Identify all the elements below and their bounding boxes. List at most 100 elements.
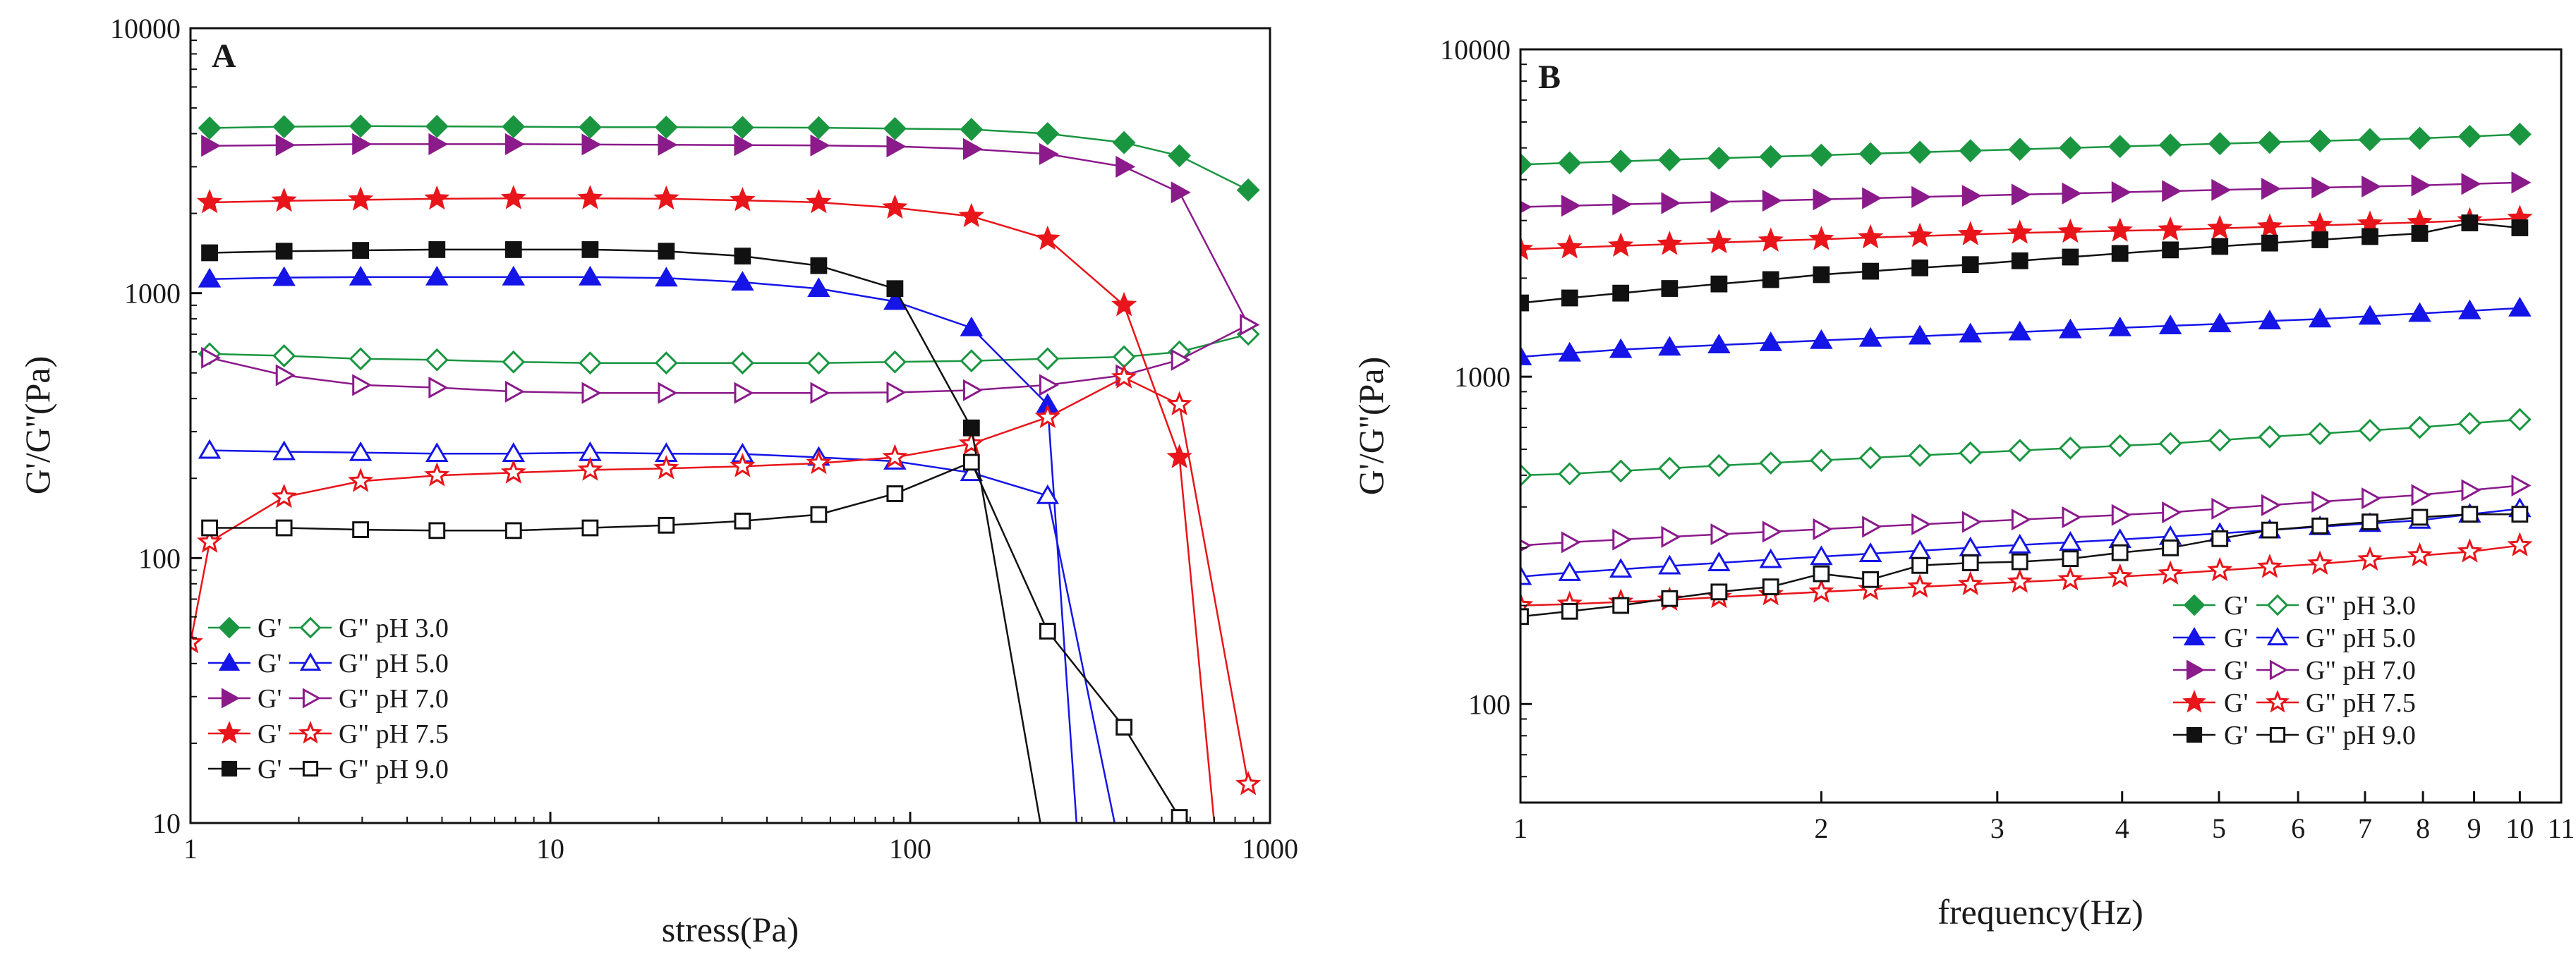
panel-a-point <box>201 135 222 157</box>
panel-b-point <box>1558 151 1582 175</box>
panel-b-legend-marker <box>2269 659 2289 681</box>
panel-b-point <box>2261 178 2281 200</box>
panel-b-point <box>1957 221 1983 245</box>
panel-b-point <box>2357 546 2383 571</box>
panel-b-legend-marker <box>2186 726 2203 743</box>
panel-a-point <box>960 349 984 373</box>
panel-b-xtick-label: 9 <box>2467 812 2481 844</box>
panel-a-point <box>730 187 756 212</box>
panel-b-point <box>1759 451 1783 475</box>
panel-a-point <box>654 115 678 139</box>
panel-a-point <box>1039 623 1056 640</box>
panel-a-point <box>198 439 222 459</box>
panel-b-point <box>2158 133 2182 157</box>
panel-b-point <box>2457 411 2481 435</box>
panel-b-point <box>1657 231 1683 255</box>
panel-b-point <box>2358 128 2382 152</box>
panel-b-xtick-label: 8 <box>2416 812 2430 844</box>
panel-a-point <box>653 455 679 480</box>
panel-b-xtick-label: 6 <box>2291 812 2305 844</box>
panel-b-point <box>2461 479 2481 501</box>
panel-a-point <box>958 430 984 455</box>
panel-a-point <box>275 519 293 537</box>
panel-b-point <box>1858 446 1882 470</box>
panel-b-point <box>2258 310 2282 330</box>
panel-a-ytick-label: 1000 <box>124 278 181 310</box>
panel-b-point <box>2511 171 2532 194</box>
panel-a-point <box>349 265 373 286</box>
panel-b-legend-marker <box>2183 627 2206 646</box>
panel-b-point <box>1961 256 1979 274</box>
panel-b-point <box>2258 130 2282 154</box>
panel-a-series-line-4 <box>210 143 1250 325</box>
panel-b-point <box>2408 415 2431 439</box>
panel-a-legend-marker <box>221 760 238 777</box>
panel-b-legend-gp-label: G' <box>2224 623 2248 653</box>
panel-b-legend-gpp-label: G" pH 5.0 <box>2306 623 2416 653</box>
panel-a-point <box>730 116 754 140</box>
panel-a-point <box>962 419 980 437</box>
panel-b-point <box>1961 185 1982 207</box>
panel-b-xtick-label: 5 <box>2212 812 2226 844</box>
panel-b-legend-marker <box>2266 690 2290 713</box>
panel-a-point <box>1166 444 1192 468</box>
panel-a-point <box>500 185 526 209</box>
panel-b-legend: G' G" pH 3.0 G' G" pH 5.0 G' G" pH 7.0 G' G" pH… <box>2173 591 2416 750</box>
panel-a-legend: G' G" pH 3.0 G' G" pH 5.0 G' G" pH 7.0 G' G" pH… <box>208 614 449 784</box>
panel-a-point <box>502 265 526 286</box>
panel-a-point <box>500 459 526 484</box>
panel-a-xtick-label: 1 <box>183 833 198 865</box>
panel-b-legend-gp-label: G' <box>2224 688 2248 718</box>
panel-b-point <box>2311 176 2332 199</box>
panel-b-point <box>2011 508 2031 531</box>
panel-b-xtick-label: 2 <box>1814 812 1828 844</box>
panel-b-point <box>2111 504 2131 526</box>
panel-a-legend-gp-label: G' <box>258 719 282 749</box>
panel-a-legend-gp-label: G' <box>258 649 282 678</box>
panel-b-point <box>2308 422 2332 446</box>
panel-a-point <box>201 244 218 262</box>
panel-a-point <box>198 116 222 140</box>
panel-a-point <box>958 202 985 228</box>
panel-a-point <box>502 350 526 374</box>
panel-b-point <box>1758 227 1784 252</box>
panel-b-point <box>1908 140 1932 164</box>
panel-b-point <box>2162 180 2182 202</box>
panel-b-point <box>2011 252 2028 269</box>
panel-b-point <box>2461 506 2479 523</box>
panel-b-point <box>2511 474 2532 497</box>
panel-b-point <box>2362 513 2378 530</box>
panel-a-legend-marker <box>217 721 241 744</box>
panel-b-point <box>1911 513 1932 536</box>
panel-a-point <box>1171 181 1191 204</box>
panel-a-point <box>1166 391 1192 415</box>
panel-b-point <box>1858 327 1882 347</box>
panel-a-point <box>578 351 602 375</box>
panel-a-frame <box>189 27 1271 824</box>
panel-b-point <box>1908 324 1932 345</box>
panel-b-legend-marker <box>2269 726 2286 743</box>
panel-b-ytick-label: 1000 <box>1454 361 1511 393</box>
panel-b-point <box>1707 334 1731 354</box>
panel-a-point <box>504 133 525 155</box>
panel-b-point <box>2007 568 2033 593</box>
panel-a-point <box>272 440 296 461</box>
panel-a-xtick-label: 100 <box>889 833 931 865</box>
panel-a-point <box>1036 122 1060 145</box>
panel-b-point <box>1558 341 1581 362</box>
panel-b-point <box>2258 425 2282 449</box>
panel-a-point <box>734 382 754 404</box>
panel-b-point <box>1911 259 1928 276</box>
panel-b-ytick-label: 10000 <box>1440 34 1511 66</box>
panel-b-point <box>2007 219 2033 244</box>
panel-b-point <box>2057 218 2084 243</box>
panel-b-point <box>1957 571 1983 596</box>
panel-a-point <box>1036 347 1060 371</box>
panel-b-point <box>2362 228 2378 245</box>
panel-b-point <box>1862 187 1882 209</box>
panel-b-point <box>1558 561 1581 581</box>
panel-b-point <box>2458 299 2481 319</box>
panel-b-point <box>1907 573 1933 598</box>
